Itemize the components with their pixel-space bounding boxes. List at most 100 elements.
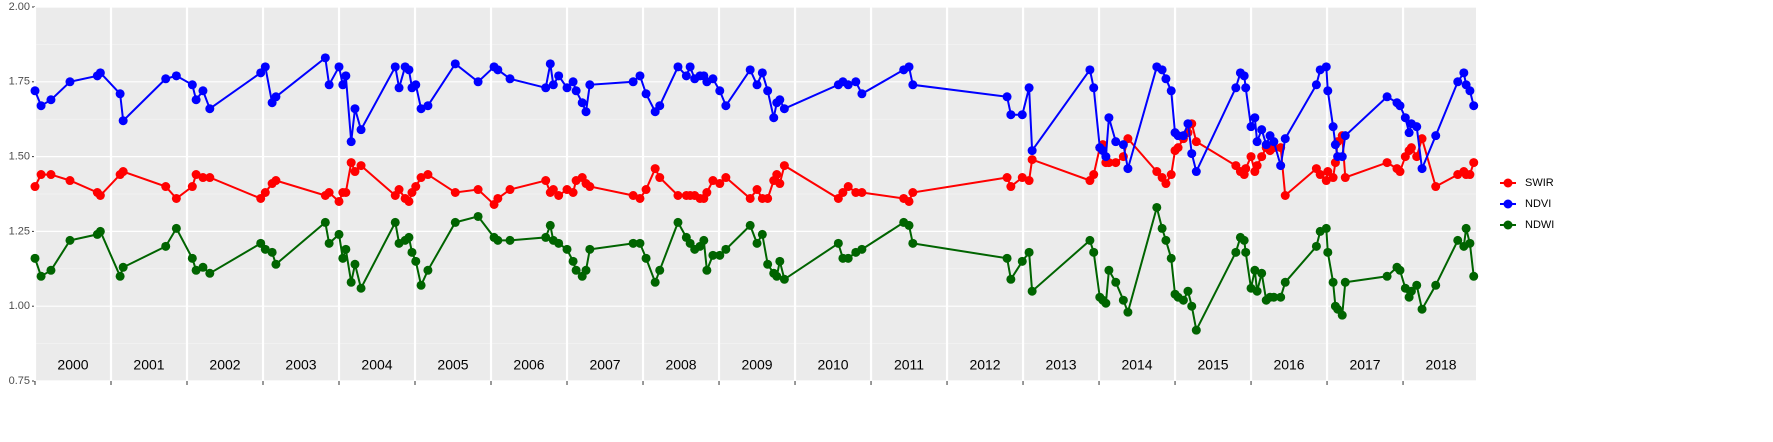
point: [118, 167, 128, 177]
point: [473, 211, 483, 221]
point: [1250, 113, 1260, 123]
point: [450, 188, 460, 198]
point: [1328, 277, 1338, 287]
point: [1400, 113, 1410, 123]
point: [416, 104, 426, 114]
point: [1085, 65, 1095, 75]
point: [95, 68, 105, 78]
point: [769, 113, 779, 123]
year-label: 2001: [133, 357, 164, 373]
year-label: 2010: [817, 357, 848, 373]
point: [320, 217, 330, 227]
point: [833, 238, 843, 248]
point: [1323, 167, 1333, 177]
point: [390, 217, 400, 227]
point: [1280, 190, 1290, 200]
point: [763, 86, 773, 96]
point: [1412, 152, 1422, 162]
point: [1231, 247, 1241, 257]
point: [655, 101, 665, 111]
point: [191, 265, 201, 275]
point: [1231, 83, 1241, 93]
point: [775, 95, 785, 105]
point: [541, 176, 551, 186]
point: [505, 185, 515, 195]
point: [411, 80, 421, 90]
point: [1006, 182, 1016, 192]
point: [1002, 92, 1012, 102]
point: [1269, 137, 1279, 147]
point: [548, 185, 558, 195]
point: [1469, 271, 1479, 281]
point: [260, 188, 270, 198]
point: [1089, 83, 1099, 93]
point: [1241, 164, 1251, 174]
point: [752, 80, 762, 90]
legend-point: [1503, 178, 1513, 188]
point: [851, 77, 861, 87]
y-tick-label: 1.00: [9, 300, 30, 312]
point: [1239, 235, 1249, 245]
point: [198, 86, 208, 96]
point: [857, 188, 867, 198]
legend-label: NDWI: [1525, 219, 1554, 231]
point: [1166, 170, 1176, 180]
point: [1024, 83, 1034, 93]
point: [171, 223, 181, 233]
point: [191, 170, 201, 180]
point: [1382, 158, 1392, 168]
point: [763, 259, 773, 269]
point: [779, 161, 789, 171]
point: [904, 62, 914, 72]
point: [1239, 71, 1249, 81]
point: [1469, 101, 1479, 111]
point: [772, 170, 782, 180]
point: [356, 283, 366, 293]
point: [423, 101, 433, 111]
point: [65, 235, 75, 245]
point: [1461, 223, 1471, 233]
point: [65, 77, 75, 87]
point: [1412, 280, 1422, 290]
point: [1123, 307, 1133, 317]
point: [334, 196, 344, 206]
point: [505, 235, 515, 245]
point: [1027, 155, 1037, 165]
year-label: 2013: [1045, 357, 1076, 373]
point: [1191, 325, 1201, 335]
point: [1340, 277, 1350, 287]
point: [581, 265, 591, 275]
point: [171, 71, 181, 81]
point: [1111, 158, 1121, 168]
point: [655, 265, 665, 275]
point: [350, 104, 360, 114]
point: [554, 238, 564, 248]
point: [1395, 167, 1405, 177]
point: [161, 182, 171, 192]
year-label: 2016: [1273, 357, 1304, 373]
point: [271, 92, 281, 102]
point: [30, 182, 40, 192]
point: [1006, 110, 1016, 120]
point: [324, 188, 334, 198]
point: [36, 170, 46, 180]
point: [450, 217, 460, 227]
point: [95, 190, 105, 200]
point: [1311, 241, 1321, 251]
point: [320, 53, 330, 63]
year-label: 2006: [513, 357, 544, 373]
point: [1395, 101, 1405, 111]
point: [641, 89, 651, 99]
point: [757, 68, 767, 78]
point: [505, 74, 515, 84]
point: [1017, 173, 1027, 183]
year-label: 2014: [1121, 357, 1152, 373]
point: [628, 190, 638, 200]
point: [1465, 238, 1475, 248]
point: [908, 188, 918, 198]
point: [779, 104, 789, 114]
point: [1417, 164, 1427, 174]
point: [346, 137, 356, 147]
point: [334, 62, 344, 72]
year-label: 2012: [969, 357, 1000, 373]
